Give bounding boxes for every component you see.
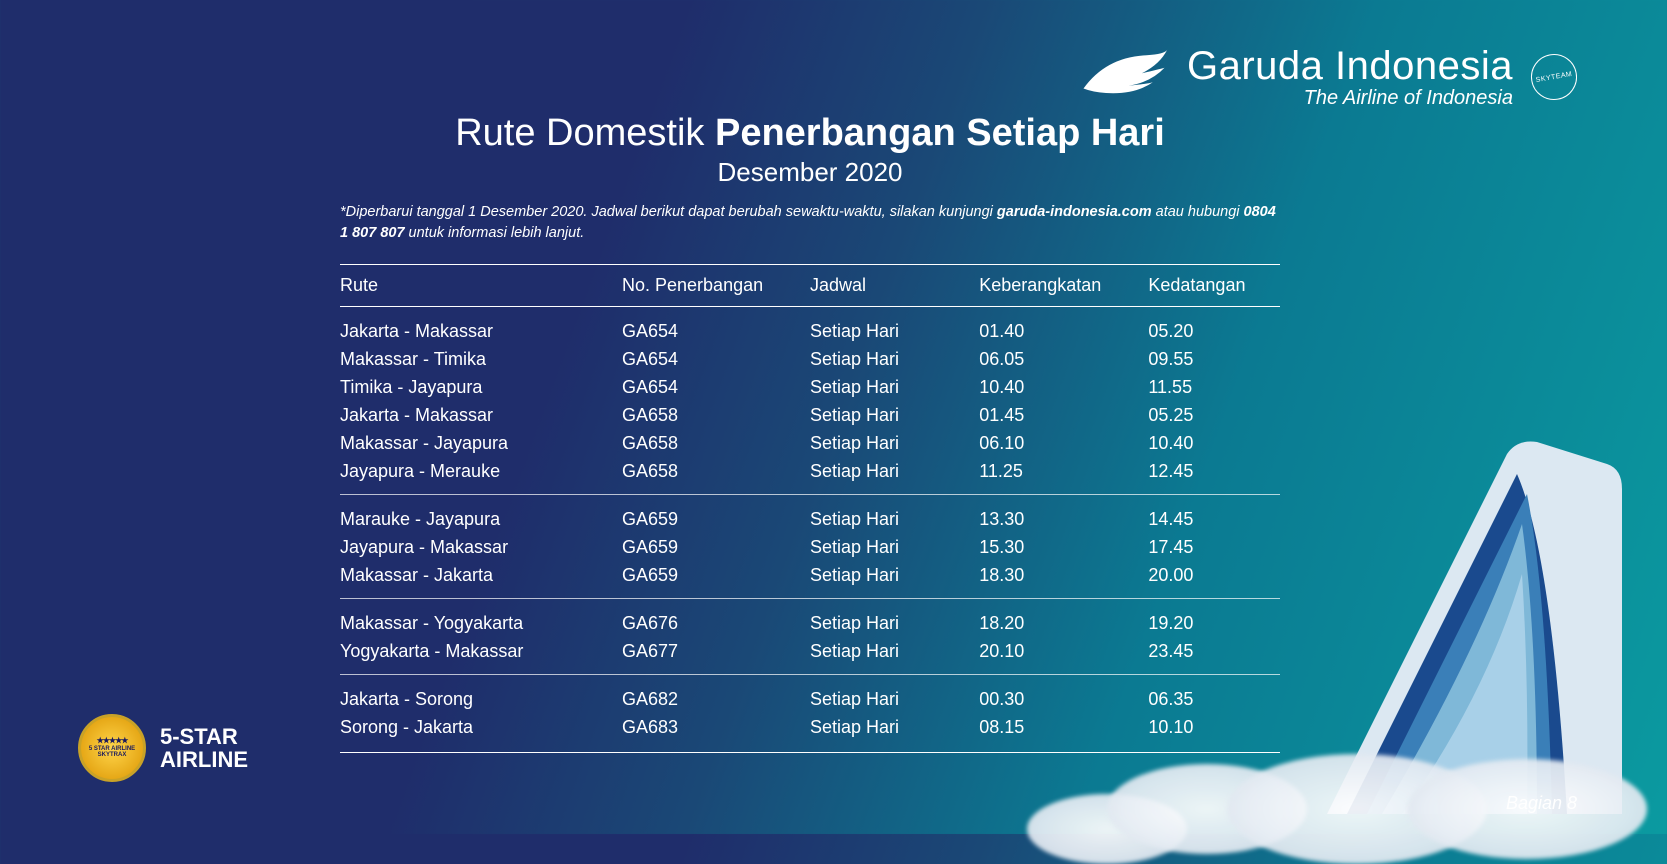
cell-sched: Setiap Hari bbox=[810, 346, 979, 374]
cell-sched: Setiap Hari bbox=[810, 714, 979, 753]
cell-no: GA659 bbox=[622, 534, 810, 562]
skytrax-badge-icon: ★★★★★ 5 STAR AIRLINE SKYTRAX bbox=[78, 714, 146, 782]
brand-block: Garuda Indonesia The Airline of Indonesi… bbox=[1079, 44, 1577, 110]
cell-arr: 14.45 bbox=[1148, 495, 1280, 534]
table-row: Jakarta - MakassarGA658Setiap Hari01.450… bbox=[340, 402, 1280, 430]
cell-arr: 20.00 bbox=[1148, 562, 1280, 599]
table-row: Makassar - YogyakartaGA676Setiap Hari18.… bbox=[340, 599, 1280, 638]
table-row: Jayapura - MakassarGA659Setiap Hari15.30… bbox=[340, 534, 1280, 562]
cell-sched: Setiap Hari bbox=[810, 458, 979, 495]
cell-no: GA654 bbox=[622, 374, 810, 402]
cell-sched: Setiap Hari bbox=[810, 534, 979, 562]
cell-dep: 20.10 bbox=[979, 638, 1148, 675]
cell-route: Sorong - Jakarta bbox=[340, 714, 622, 753]
page-subtitle: Desember 2020 bbox=[340, 157, 1280, 188]
cell-route: Jakarta - Makassar bbox=[340, 307, 622, 346]
title-light: Rute Domestik bbox=[455, 112, 715, 154]
cell-sched: Setiap Hari bbox=[810, 402, 979, 430]
cell-arr: 09.55 bbox=[1148, 346, 1280, 374]
cell-sched: Setiap Hari bbox=[810, 374, 979, 402]
cell-no: GA676 bbox=[622, 599, 810, 638]
brand-name: Garuda Indonesia bbox=[1187, 44, 1513, 89]
cell-route: Timika - Jayapura bbox=[340, 374, 622, 402]
cell-sched: Setiap Hari bbox=[810, 495, 979, 534]
cell-no: GA658 bbox=[622, 402, 810, 430]
update-note: *Diperbarui tanggal 1 Desember 2020. Jad… bbox=[340, 202, 1280, 244]
cell-dep: 06.05 bbox=[979, 346, 1148, 374]
cell-dep: 11.25 bbox=[979, 458, 1148, 495]
cell-dep: 18.30 bbox=[979, 562, 1148, 599]
cell-no: GA682 bbox=[622, 675, 810, 714]
skytrax-badge-block: ★★★★★ 5 STAR AIRLINE SKYTRAX 5-STAR AIRL… bbox=[78, 714, 248, 782]
page-number: Bagian 8 bbox=[1506, 793, 1577, 814]
cell-route: Jakarta - Sorong bbox=[340, 675, 622, 714]
cell-sched: Setiap Hari bbox=[810, 599, 979, 638]
cell-sched: Setiap Hari bbox=[810, 638, 979, 675]
cell-route: Yogyakarta - Makassar bbox=[340, 638, 622, 675]
cell-sched: Setiap Hari bbox=[810, 562, 979, 599]
table-row: Jakarta - MakassarGA654Setiap Hari01.400… bbox=[340, 307, 1280, 346]
cell-dep: 13.30 bbox=[979, 495, 1148, 534]
cell-arr: 05.25 bbox=[1148, 402, 1280, 430]
cell-route: Marauke - Jayapura bbox=[340, 495, 622, 534]
cell-arr: 05.20 bbox=[1148, 307, 1280, 346]
cell-route: Makassar - Jayapura bbox=[340, 430, 622, 458]
cell-no: GA659 bbox=[622, 562, 810, 599]
cell-no: GA654 bbox=[622, 346, 810, 374]
cell-no: GA658 bbox=[622, 430, 810, 458]
cell-route: Jayapura - Merauke bbox=[340, 458, 622, 495]
brand-tagline: The Airline of Indonesia bbox=[1187, 87, 1513, 110]
cell-sched: Setiap Hari bbox=[810, 430, 979, 458]
cell-no: GA659 bbox=[622, 495, 810, 534]
table-header-row: Rute No. Penerbangan Jadwal Keberangkata… bbox=[340, 265, 1280, 307]
cell-route: Jakarta - Makassar bbox=[340, 402, 622, 430]
cell-dep: 01.45 bbox=[979, 402, 1148, 430]
cell-arr: 23.45 bbox=[1148, 638, 1280, 675]
cell-sched: Setiap Hari bbox=[810, 307, 979, 346]
table-row: Marauke - JayapuraGA659Setiap Hari13.301… bbox=[340, 495, 1280, 534]
col-arrival: Kedatangan bbox=[1148, 265, 1280, 307]
cell-no: GA677 bbox=[622, 638, 810, 675]
cell-sched: Setiap Hari bbox=[810, 675, 979, 714]
schedule-table: Rute No. Penerbangan Jadwal Keberangkata… bbox=[340, 264, 1280, 753]
cell-dep: 01.40 bbox=[979, 307, 1148, 346]
cell-arr: 11.55 bbox=[1148, 374, 1280, 402]
cell-dep: 18.20 bbox=[979, 599, 1148, 638]
garuda-bird-icon bbox=[1079, 48, 1169, 107]
table-row: Yogyakarta - MakassarGA677Setiap Hari20.… bbox=[340, 638, 1280, 675]
cell-no: GA683 bbox=[622, 714, 810, 753]
cell-dep: 15.30 bbox=[979, 534, 1148, 562]
col-schedule: Jadwal bbox=[810, 265, 979, 307]
col-route: Rute bbox=[340, 265, 622, 307]
table-row: Makassar - TimikaGA654Setiap Hari06.0509… bbox=[340, 346, 1280, 374]
cell-route: Jayapura - Makassar bbox=[340, 534, 622, 562]
cell-route: Makassar - Timika bbox=[340, 346, 622, 374]
cell-dep: 06.10 bbox=[979, 430, 1148, 458]
title-bold: Penerbangan Setiap Hari bbox=[715, 112, 1165, 154]
cell-route: Makassar - Jakarta bbox=[340, 562, 622, 599]
main-content: Rute Domestik Penerbangan Setiap Hari De… bbox=[340, 112, 1280, 753]
cell-arr: 19.20 bbox=[1148, 599, 1280, 638]
cell-route: Makassar - Yogyakarta bbox=[340, 599, 622, 638]
col-flight-no: No. Penerbangan bbox=[622, 265, 810, 307]
cell-arr: 10.40 bbox=[1148, 430, 1280, 458]
skytrax-text: 5-STAR AIRLINE bbox=[160, 725, 248, 771]
cell-no: GA654 bbox=[622, 307, 810, 346]
col-departure: Keberangkatan bbox=[979, 265, 1148, 307]
table-row: Jayapura - MeraukeGA658Setiap Hari11.251… bbox=[340, 458, 1280, 495]
cell-dep: 10.40 bbox=[979, 374, 1148, 402]
table-row: Makassar - JayapuraGA658Setiap Hari06.10… bbox=[340, 430, 1280, 458]
page-title: Rute Domestik Penerbangan Setiap Hari bbox=[340, 112, 1280, 155]
cell-arr: 17.45 bbox=[1148, 534, 1280, 562]
table-row: Makassar - JakartaGA659Setiap Hari18.302… bbox=[340, 562, 1280, 599]
skyteam-icon: SKYTEAM bbox=[1527, 50, 1580, 103]
cell-no: GA658 bbox=[622, 458, 810, 495]
table-row: Timika - JayapuraGA654Setiap Hari10.4011… bbox=[340, 374, 1280, 402]
cell-arr: 12.45 bbox=[1148, 458, 1280, 495]
